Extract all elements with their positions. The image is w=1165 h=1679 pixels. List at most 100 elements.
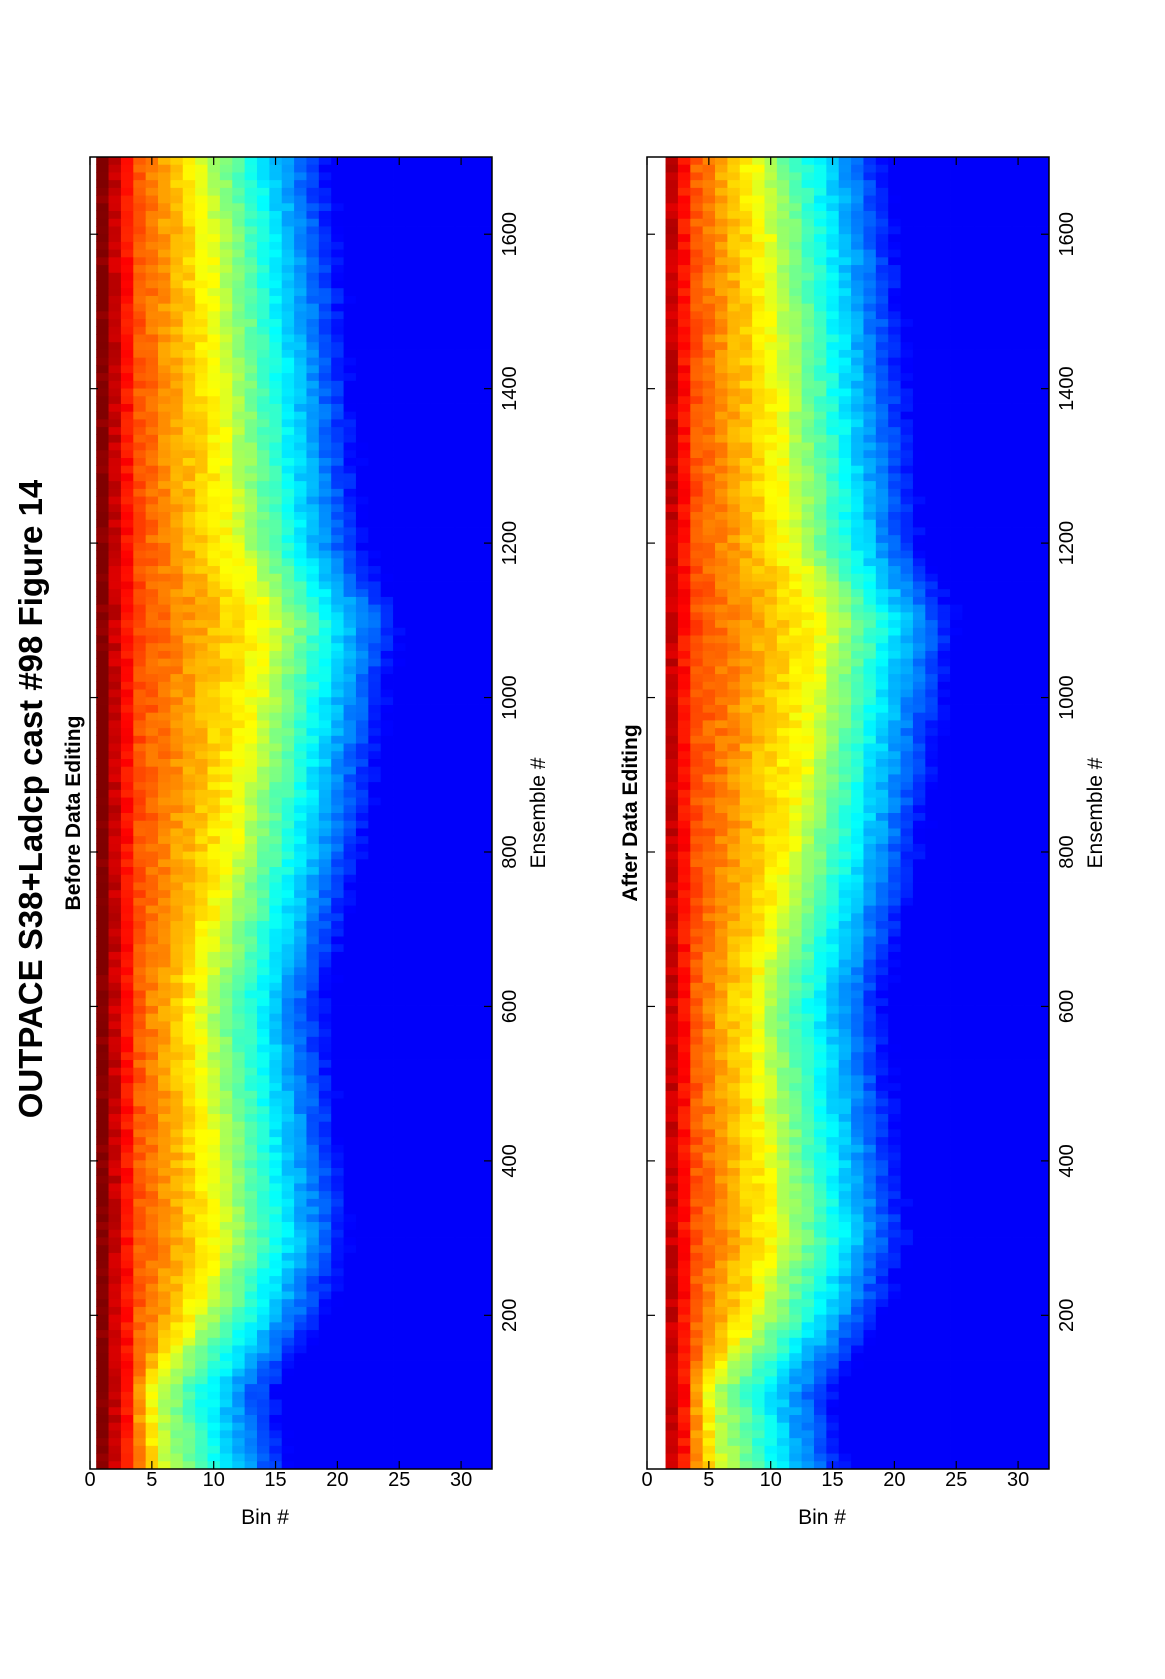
heatmap-cell	[319, 1206, 332, 1214]
heatmap-cell	[306, 712, 319, 720]
heatmap-cell	[269, 1013, 282, 1021]
heatmap-cell	[121, 319, 134, 327]
heatmap-cell	[368, 1307, 381, 1315]
heatmap-cell	[146, 573, 159, 581]
heatmap-cell	[393, 620, 406, 628]
heatmap-cell	[418, 627, 431, 635]
heatmap-cell	[393, 635, 406, 643]
heatmap-cell	[344, 967, 357, 975]
heatmap-cell	[195, 1036, 208, 1044]
heatmap-cell	[344, 597, 357, 605]
heatmap-cell	[381, 890, 394, 898]
heatmap-cell	[368, 342, 381, 350]
heatmap-cell	[368, 828, 381, 836]
heatmap-cell	[356, 759, 369, 767]
heatmap-cell	[146, 643, 159, 651]
heatmap-cell	[133, 1299, 146, 1307]
heatmap-cell	[245, 975, 258, 983]
heatmap-cell	[96, 604, 109, 612]
heatmap-cell	[368, 1353, 381, 1361]
heatmap-cell	[467, 774, 480, 782]
heatmap-cell	[269, 759, 282, 767]
heatmap-cell	[381, 473, 394, 481]
heatmap-cell	[356, 1168, 369, 1176]
heatmap-cell	[109, 1137, 122, 1145]
heatmap-cell	[344, 535, 357, 543]
heatmap-cell	[405, 365, 418, 373]
heatmap-cell	[443, 643, 456, 651]
heatmap-cell	[405, 681, 418, 689]
heatmap-cell	[405, 512, 418, 520]
heatmap-cell	[319, 488, 332, 496]
heatmap-cell	[170, 1314, 183, 1322]
heatmap-cell	[331, 1198, 344, 1206]
heatmap-cell	[269, 1260, 282, 1268]
heatmap-cell	[368, 735, 381, 743]
heatmap-cell	[109, 882, 122, 890]
heatmap-cell	[381, 1384, 394, 1392]
heatmap-cell	[405, 805, 418, 813]
heatmap-cell	[418, 998, 431, 1006]
heatmap-cell	[109, 1445, 122, 1453]
heatmap-cell	[368, 1260, 381, 1268]
heatmap-cell	[245, 373, 258, 381]
heatmap-cell	[368, 1144, 381, 1152]
heatmap-cell	[183, 813, 196, 821]
heatmap-cell	[356, 705, 369, 713]
heatmap-cell	[393, 465, 406, 473]
heatmap-cell	[183, 334, 196, 342]
heatmap-cell	[232, 1438, 245, 1446]
heatmap-cell	[146, 1314, 159, 1322]
heatmap-cell	[183, 1276, 196, 1284]
heatmap-cell	[257, 620, 270, 628]
heatmap-cell	[381, 566, 394, 574]
heatmap-cell	[109, 913, 122, 921]
heatmap-cell	[269, 1229, 282, 1237]
heatmap-cell	[344, 1114, 357, 1122]
heatmap-cell	[368, 851, 381, 859]
heatmap-cell	[195, 319, 208, 327]
heatmap-cell	[183, 651, 196, 659]
heatmap-cell	[146, 396, 159, 404]
heatmap-cell	[282, 651, 295, 659]
heatmap-cell	[195, 990, 208, 998]
heatmap-cell	[480, 496, 493, 504]
heatmap-cell	[455, 1144, 468, 1152]
heatmap-cell	[232, 975, 245, 983]
heatmap-cell	[158, 1214, 171, 1222]
heatmap-cell	[133, 1160, 146, 1168]
heatmap-cell	[368, 604, 381, 612]
heatmap-cell	[183, 805, 196, 813]
heatmap-cell	[282, 1245, 295, 1253]
heatmap-cell	[282, 604, 295, 612]
heatmap-cell	[418, 1314, 431, 1322]
heatmap-cell	[257, 944, 270, 952]
heatmap-cell	[220, 434, 233, 442]
heatmap-cell	[418, 612, 431, 620]
heatmap-cell	[480, 1461, 493, 1469]
heatmap-cell	[393, 627, 406, 635]
heatmap-cell	[232, 566, 245, 574]
heatmap-cell	[368, 558, 381, 566]
heatmap-cell	[368, 689, 381, 697]
heatmap-cell	[381, 311, 394, 319]
heatmap-cell	[319, 1029, 332, 1037]
heatmap-cell	[232, 1052, 245, 1060]
heatmap-cell	[480, 843, 493, 851]
heatmap-cell	[331, 1021, 344, 1029]
heatmap-cell	[418, 350, 431, 358]
heatmap-cell	[455, 535, 468, 543]
heatmap-cell	[430, 380, 443, 388]
heatmap-cell	[146, 921, 159, 929]
heatmap-cell	[356, 566, 369, 574]
heatmap-cell	[220, 982, 233, 990]
heatmap-cell	[170, 512, 183, 520]
heatmap-cell	[170, 720, 183, 728]
heatmap-cell	[133, 1399, 146, 1407]
heatmap-cell	[331, 735, 344, 743]
heatmap-cell	[480, 1222, 493, 1230]
heatmap-cell	[294, 1206, 307, 1214]
heatmap-cell	[245, 658, 258, 666]
heatmap-cell	[344, 720, 357, 728]
heatmap-cell	[208, 1044, 221, 1052]
